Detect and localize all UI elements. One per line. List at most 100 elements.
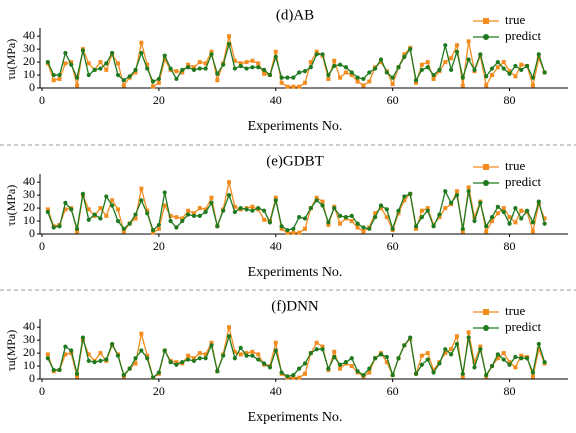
point: [513, 365, 518, 370]
point: [501, 357, 506, 362]
point: [536, 199, 541, 204]
point: [86, 352, 91, 357]
point: [349, 213, 354, 218]
point: [343, 70, 348, 75]
point: [250, 208, 255, 213]
legend-marker: [483, 309, 489, 315]
point: [145, 66, 150, 71]
point: [501, 351, 506, 356]
point: [63, 352, 68, 357]
point: [104, 194, 109, 199]
point: [133, 212, 138, 217]
point: [174, 225, 179, 230]
point: [273, 340, 278, 345]
point: [355, 75, 360, 80]
point: [238, 63, 243, 69]
point: [507, 221, 512, 226]
point: [373, 211, 378, 216]
point: [174, 362, 179, 367]
point: [408, 47, 413, 52]
point: [384, 354, 389, 360]
point: [308, 60, 313, 65]
point: [98, 216, 103, 221]
point: [156, 76, 161, 82]
point: [413, 371, 419, 376]
x-tick-label: 60: [387, 239, 399, 253]
point: [57, 76, 62, 81]
point: [256, 205, 261, 211]
point: [244, 353, 249, 358]
point: [139, 348, 144, 353]
point: [524, 356, 530, 361]
x-axis-label: Experiments No.: [248, 410, 343, 425]
y-tick-label: 40: [23, 319, 35, 333]
point: [355, 221, 360, 226]
point: [536, 202, 541, 207]
point: [285, 228, 290, 233]
point: [384, 360, 389, 365]
point: [303, 80, 307, 85]
point: [326, 220, 331, 225]
point: [326, 72, 331, 78]
point: [250, 58, 255, 63]
point: [232, 356, 237, 361]
point: [297, 84, 302, 89]
point: [355, 369, 360, 374]
point: [215, 71, 220, 76]
legend-label: predict: [505, 28, 541, 43]
point: [285, 374, 290, 379]
point: [419, 215, 424, 220]
point: [180, 70, 185, 75]
point: [63, 344, 68, 349]
point: [98, 206, 103, 211]
point: [127, 366, 132, 371]
point: [308, 205, 313, 211]
point: [454, 334, 459, 339]
point: [449, 56, 454, 61]
point: [501, 206, 506, 211]
point: [162, 57, 167, 62]
point: [524, 208, 530, 213]
point: [454, 341, 460, 347]
point: [110, 198, 115, 203]
point: [378, 60, 383, 65]
point: [273, 198, 278, 203]
point: [326, 366, 331, 371]
point: [437, 215, 442, 220]
x-tick-label: 80: [504, 384, 516, 398]
point: [244, 207, 249, 212]
point: [460, 229, 465, 234]
point: [121, 83, 126, 88]
point: [542, 216, 547, 221]
point: [232, 209, 237, 215]
point: [57, 367, 62, 373]
point: [203, 352, 208, 357]
point: [57, 224, 62, 229]
point: [279, 226, 284, 231]
point: [484, 229, 489, 234]
point: [390, 226, 395, 231]
point: [472, 365, 477, 370]
point: [273, 54, 278, 60]
point: [343, 65, 349, 70]
point: [355, 225, 360, 230]
point: [63, 61, 68, 66]
point: [227, 325, 232, 330]
point: [291, 75, 296, 80]
point: [314, 340, 319, 345]
point: [191, 67, 197, 72]
point: [98, 60, 103, 65]
point: [373, 66, 378, 71]
point: [425, 206, 430, 211]
point: [74, 371, 80, 376]
point: [443, 206, 448, 211]
point: [232, 58, 237, 63]
point: [338, 75, 343, 80]
point: [320, 52, 325, 57]
point: [478, 347, 483, 352]
point: [162, 348, 167, 353]
point: [69, 207, 74, 212]
point: [226, 193, 232, 198]
point: [396, 356, 401, 361]
